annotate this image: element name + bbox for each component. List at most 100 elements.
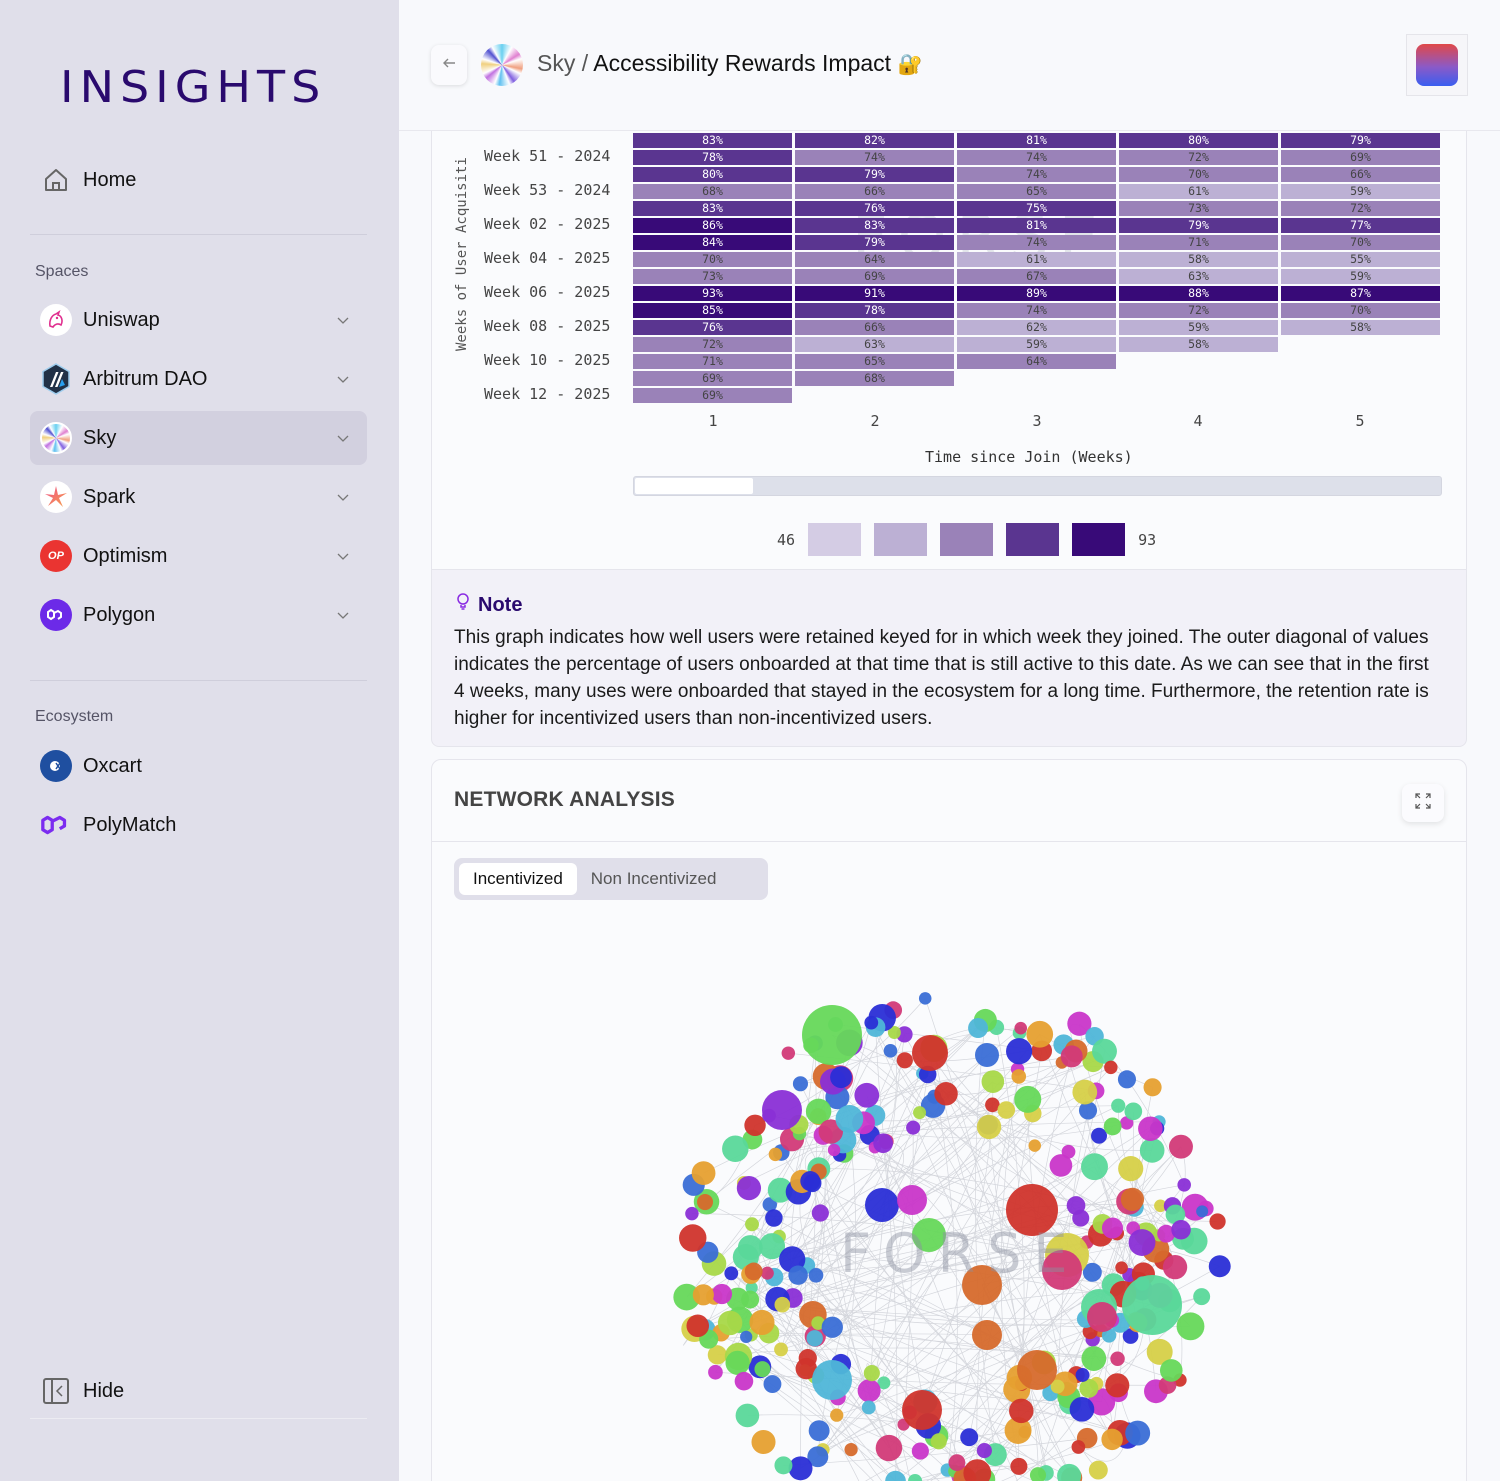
heatmap-cell[interactable]: 63% [1119, 269, 1278, 284]
network-node[interactable] [1139, 1138, 1165, 1163]
network-node[interactable] [1171, 1219, 1191, 1240]
heatmap-cell[interactable]: 72% [1119, 303, 1278, 318]
network-node[interactable] [725, 1350, 750, 1375]
network-node[interactable] [740, 1330, 753, 1344]
heatmap-cell[interactable]: 70% [1119, 167, 1278, 182]
network-node[interactable] [875, 1434, 903, 1462]
network-node[interactable] [854, 1082, 880, 1108]
network-node[interactable] [1101, 1328, 1117, 1343]
sidebar-item-sky[interactable]: Sky [30, 411, 367, 465]
network-node[interactable] [1088, 1460, 1108, 1480]
heatmap-cell[interactable]: 89% [957, 286, 1116, 301]
network-node[interactable] [686, 1314, 710, 1338]
heatmap-cell[interactable]: 78% [795, 303, 954, 318]
network-node[interactable] [902, 1390, 942, 1430]
network-node[interactable] [1081, 1153, 1108, 1181]
network-node[interactable] [1154, 1199, 1167, 1213]
heatmap-cell[interactable]: 80% [1119, 133, 1278, 148]
network-node[interactable] [802, 1005, 862, 1065]
network-node[interactable] [1103, 1117, 1122, 1136]
heatmap-cell[interactable]: 73% [633, 269, 792, 284]
network-node[interactable] [985, 1097, 1000, 1113]
network-node[interactable] [885, 1470, 906, 1481]
heatmap-cell[interactable]: 83% [633, 201, 792, 216]
network-node[interactable] [722, 1135, 749, 1163]
heatmap-cell[interactable]: 70% [1281, 235, 1440, 250]
heatmap-cell[interactable]: 74% [957, 150, 1116, 165]
network-node[interactable] [1050, 1379, 1065, 1394]
network-node[interactable] [1067, 1011, 1092, 1036]
network-node[interactable] [873, 1133, 893, 1154]
network-node[interactable] [1193, 1288, 1211, 1306]
network-node[interactable] [735, 1403, 760, 1428]
network-node[interactable] [1101, 1217, 1124, 1239]
network-node[interactable] [1177, 1178, 1191, 1192]
network-node[interactable] [1196, 1205, 1209, 1218]
sidebar-item-polygon[interactable]: Polygon [30, 588, 367, 642]
expand-button[interactable] [1402, 784, 1444, 822]
network-node[interactable] [918, 992, 932, 1005]
tab-non-incentivized[interactable]: Non Incentivized [590, 869, 717, 888]
heatmap-cell[interactable]: 70% [1281, 303, 1440, 318]
network-node[interactable] [1060, 1045, 1083, 1068]
network-node[interactable] [1117, 1070, 1137, 1089]
heatmap-cell[interactable]: 58% [1119, 337, 1278, 352]
network-node[interactable] [930, 1433, 947, 1450]
heatmap-cell[interactable]: 63% [795, 337, 954, 352]
network-node[interactable] [1057, 1463, 1082, 1481]
network-node[interactable] [711, 1283, 733, 1305]
network-node[interactable] [830, 1066, 852, 1089]
heatmap-cell[interactable]: 83% [633, 133, 792, 148]
network-node[interactable] [708, 1364, 723, 1380]
network-node[interactable] [774, 1342, 788, 1357]
network-node[interactable] [1128, 1229, 1156, 1256]
network-node[interactable] [788, 1265, 808, 1285]
network-node[interactable] [792, 1076, 809, 1092]
range-slider[interactable] [633, 476, 1442, 496]
sidebar-item-oxcart[interactable]: Oxcart [30, 739, 367, 793]
network-node[interactable] [745, 1217, 759, 1232]
network-node[interactable] [717, 1310, 743, 1336]
heatmap-cell[interactable]: 67% [957, 269, 1116, 284]
network-node[interactable] [1072, 1079, 1098, 1105]
heatmap-cell[interactable]: 81% [957, 133, 1116, 148]
heatmap-cell[interactable]: 69% [1281, 150, 1440, 165]
network-node[interactable] [857, 1379, 881, 1403]
network-node[interactable] [795, 1357, 818, 1380]
network-node[interactable] [1061, 1144, 1076, 1159]
network-node[interactable] [767, 1177, 793, 1203]
network-node[interactable] [1209, 1213, 1226, 1230]
network-node[interactable] [864, 1015, 879, 1030]
chevron-down-icon[interactable] [337, 550, 349, 562]
heatmap-cell[interactable]: 59% [957, 337, 1116, 352]
network-node[interactable] [1122, 1328, 1139, 1344]
network-node[interactable] [997, 1101, 1016, 1119]
sidebar-item-polymatch[interactable]: PolyMatch [30, 798, 367, 852]
heatmap-cell[interactable]: 87% [1281, 286, 1440, 301]
heatmap-cell[interactable]: 69% [795, 269, 954, 284]
network-node[interactable] [844, 1442, 858, 1457]
network-node[interactable] [1078, 1101, 1098, 1120]
network-node[interactable] [830, 1408, 844, 1422]
chevron-down-icon[interactable] [337, 432, 349, 444]
network-node[interactable] [691, 1161, 716, 1185]
network-node[interactable] [865, 1188, 899, 1222]
heatmap-cell[interactable]: 74% [795, 150, 954, 165]
heatmap-cell[interactable]: 55% [1281, 252, 1440, 267]
network-node[interactable] [1075, 1368, 1090, 1382]
heatmap-cell[interactable]: 91% [795, 286, 954, 301]
heatmap-cell[interactable]: 84% [633, 235, 792, 250]
network-node[interactable] [1159, 1359, 1183, 1382]
network-node[interactable] [808, 1267, 824, 1283]
network-node[interactable] [877, 1376, 891, 1390]
heatmap-cell[interactable]: 79% [1281, 133, 1440, 148]
network-node[interactable] [808, 1420, 830, 1442]
heatmap-cell[interactable]: 64% [795, 252, 954, 267]
network-node[interactable] [774, 1296, 791, 1313]
network-node[interactable] [1110, 1351, 1125, 1366]
network-node[interactable] [1014, 1085, 1042, 1113]
network-node[interactable] [774, 1456, 793, 1475]
network-node[interactable] [887, 1026, 901, 1039]
network-node[interactable] [737, 1235, 763, 1260]
network-node[interactable] [803, 1174, 822, 1193]
